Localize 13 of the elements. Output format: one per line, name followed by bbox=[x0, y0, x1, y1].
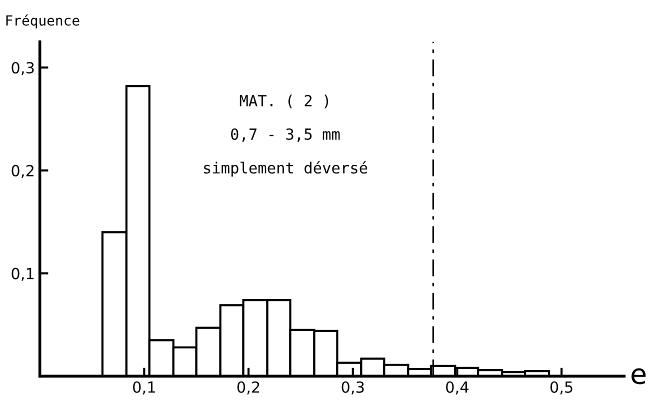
x-axis-title: e bbox=[632, 368, 646, 384]
y-tick-label: 0,1 bbox=[12, 268, 34, 281]
x-tick-label: 0,5 bbox=[550, 381, 572, 394]
annotation: simplement déversé bbox=[204, 161, 368, 177]
y-axis-title: Fréquence bbox=[6, 14, 80, 28]
y-tick-label: 0,2 bbox=[12, 164, 34, 178]
x-tick-label: 0,1 bbox=[133, 381, 155, 394]
x-tick-label: 0,3 bbox=[342, 381, 364, 394]
y-tick-label: 0,3 bbox=[12, 62, 34, 76]
annotation: 0,7 - 3,5 mm bbox=[231, 128, 340, 142]
x-tick-label: 0,4 bbox=[446, 381, 469, 394]
annotation: MAT. ( 2 ) bbox=[240, 94, 328, 108]
x-tick-label: 0,2 bbox=[237, 381, 260, 394]
